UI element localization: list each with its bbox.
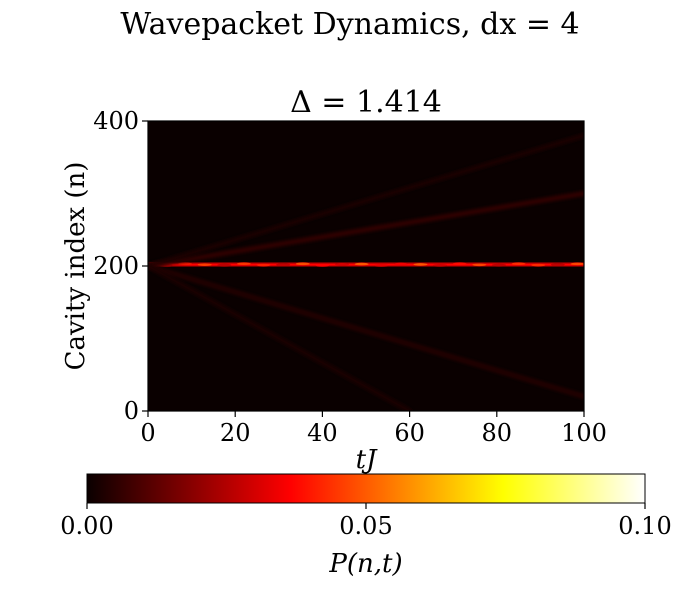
y-axis-label: Cavity index (n) — [61, 162, 91, 371]
colorbar-tick-label: 0.00 — [60, 512, 113, 540]
band-hotspot — [531, 263, 546, 267]
band-hotspot — [393, 262, 408, 266]
x-axis-label: tJ — [356, 445, 378, 475]
band-hotspot — [452, 262, 467, 266]
band-hotspot — [256, 263, 271, 267]
x-tick-label: 0 — [140, 419, 155, 447]
ballistic-ray-1 — [148, 191, 584, 269]
band-hotspot — [570, 262, 584, 266]
heatmap-features — [148, 133, 584, 411]
band-hotspot — [197, 263, 212, 267]
band-hotspot — [295, 262, 310, 266]
band-hotspot — [335, 263, 350, 266]
colorbar — [86, 473, 646, 504]
colorbar-tick-label: 0.05 — [339, 512, 392, 540]
colorbar-label: P(n,t) — [328, 549, 402, 579]
y-tick-label: 200 — [93, 252, 139, 280]
chart-title: Δ = 1.414 — [290, 85, 442, 120]
colorbar-ticks: 0.00 0.05 0.10 — [60, 503, 672, 540]
band-hotspot — [276, 263, 291, 267]
band-hotspot — [491, 263, 506, 267]
band-hotspot — [472, 263, 487, 267]
y-axis: 0 200 400 — [93, 107, 148, 425]
x-tick-label: 60 — [394, 419, 425, 447]
band-hotspot — [315, 263, 330, 267]
ballistic-ray-2 — [148, 133, 584, 269]
band-hotspot — [413, 263, 428, 266]
x-tick-label: 40 — [307, 419, 338, 447]
x-tick-label: 20 — [220, 419, 251, 447]
x-tick-label: 100 — [561, 419, 607, 447]
band-hotspot — [550, 263, 565, 266]
ballistic-ray-4 — [148, 263, 413, 411]
band-hotspot — [178, 262, 193, 266]
y-tick-label: 0 — [124, 397, 139, 425]
x-axis: 0 20 40 60 80 100 — [140, 411, 607, 447]
heatmap-area — [148, 121, 584, 411]
band-hotspot — [236, 262, 251, 266]
band-hotspot — [433, 263, 448, 267]
x-tick-label: 80 — [482, 419, 513, 447]
colorbar-tick-label: 0.10 — [618, 512, 671, 540]
band-hotspot — [217, 263, 232, 267]
ballistic-ray-3 — [148, 263, 584, 399]
band-hotspot — [374, 264, 389, 267]
y-tick-label: 400 — [93, 107, 139, 135]
figure-suptitle: Wavepacket Dynamics, dx = 4 — [120, 7, 579, 42]
band-hotspot — [354, 262, 369, 266]
band-hotspot — [511, 262, 526, 266]
